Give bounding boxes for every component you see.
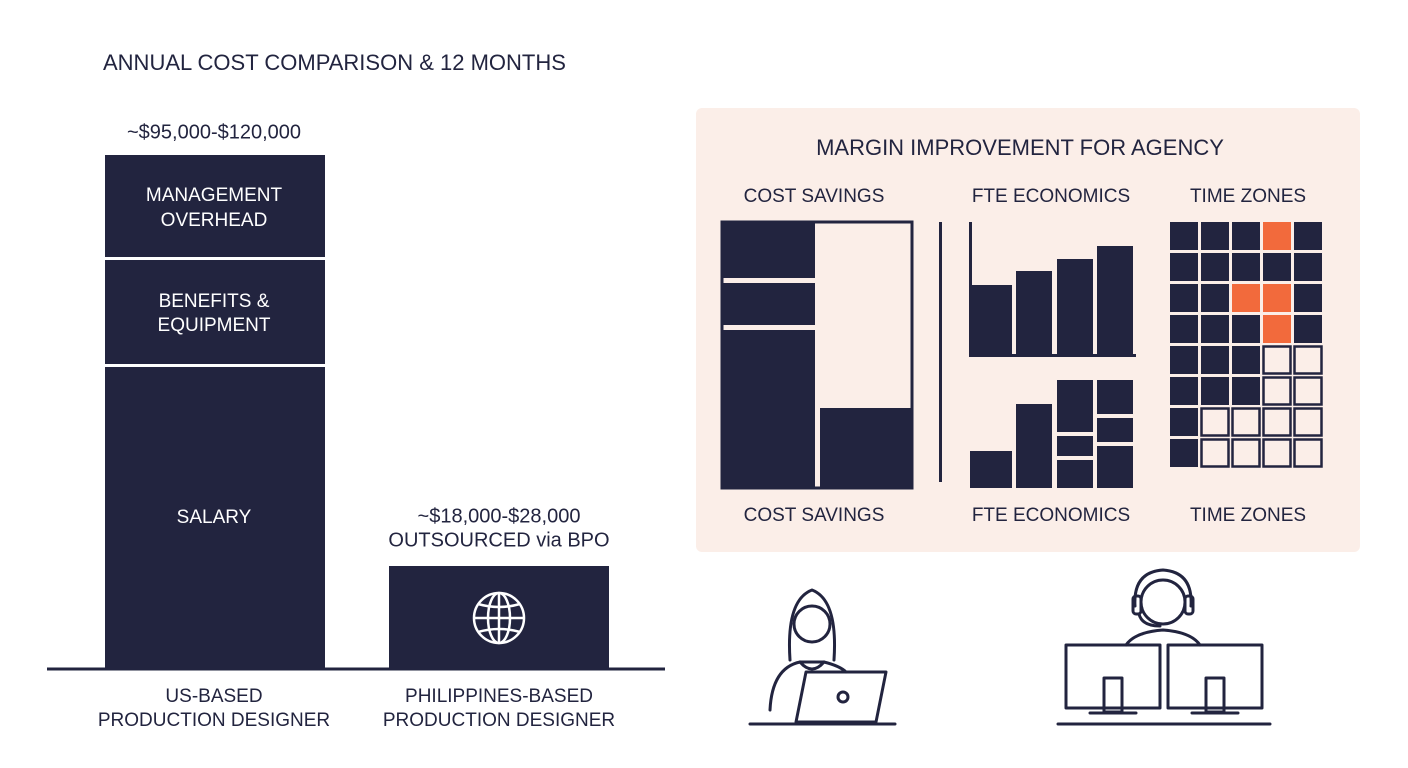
grid-cell bbox=[1170, 377, 1198, 405]
segment-label: BENEFITS & bbox=[159, 291, 270, 312]
globe-icon bbox=[472, 591, 526, 645]
panel-footer: FTE ECONOMICS bbox=[972, 505, 1130, 526]
grid-cell bbox=[1293, 345, 1323, 375]
value-label: ~$95,000-$120,000 bbox=[127, 121, 301, 143]
grid-cell bbox=[1294, 222, 1322, 250]
grid-cell bbox=[1293, 407, 1323, 437]
bar-segment bbox=[105, 367, 325, 669]
grid-cell bbox=[1263, 284, 1291, 312]
panel-title: MARGIN IMPROVEMENT FOR AGENCY bbox=[816, 135, 1224, 160]
category-label: US-BASED bbox=[165, 686, 262, 707]
panel-footer: COST SAVINGS bbox=[744, 505, 885, 526]
grid-cell bbox=[1232, 315, 1260, 343]
grid-cell bbox=[1201, 253, 1229, 281]
grid-cell bbox=[1294, 284, 1322, 312]
grid-cell bbox=[1170, 253, 1198, 281]
category-label: PHILIPPINES-BASED bbox=[405, 686, 593, 707]
grid-cell bbox=[1262, 407, 1292, 437]
grid-cell bbox=[1263, 315, 1291, 343]
person-laptop-icon bbox=[748, 588, 897, 726]
grid-cell bbox=[1262, 438, 1292, 468]
grid-cell bbox=[1201, 315, 1229, 343]
panel-heading: FTE ECONOMICS bbox=[972, 186, 1130, 207]
segment-label: EQUIPMENT bbox=[158, 315, 271, 336]
cost-savings-graphic bbox=[720, 220, 942, 490]
grid-cell bbox=[1170, 284, 1198, 312]
grid-cell bbox=[1232, 222, 1260, 250]
grid-cell bbox=[1262, 345, 1292, 375]
grid-cell bbox=[1232, 346, 1260, 374]
time-zones-graphic bbox=[1170, 222, 1323, 468]
grid-cell bbox=[1293, 376, 1323, 406]
value-label: ~$18,000-$28,000 bbox=[418, 505, 581, 527]
grid-cell bbox=[1201, 346, 1229, 374]
grid-cell bbox=[1231, 438, 1261, 468]
grid-cell bbox=[1294, 315, 1322, 343]
grid-cell bbox=[1201, 222, 1229, 250]
grid-cell bbox=[1293, 438, 1323, 468]
panel-heading: COST SAVINGS bbox=[744, 186, 885, 207]
category-label: PRODUCTION DESIGNER bbox=[383, 710, 615, 731]
panel-heading: TIME ZONES bbox=[1190, 186, 1306, 207]
segment-label: SALARY bbox=[177, 507, 252, 528]
grid-cell bbox=[1262, 376, 1292, 406]
grid-cell bbox=[1263, 253, 1291, 281]
fte-graphic bbox=[969, 222, 1136, 488]
bar-segment bbox=[105, 155, 325, 257]
segment-label: MANAGEMENT bbox=[146, 185, 283, 206]
grid-cell bbox=[1200, 407, 1230, 437]
grid-cell bbox=[1170, 439, 1198, 467]
grid-cell bbox=[1232, 284, 1260, 312]
grid-cell bbox=[1200, 438, 1230, 468]
grid-cell bbox=[1294, 253, 1322, 281]
grid-cell bbox=[1170, 315, 1198, 343]
grid-cell bbox=[1170, 222, 1198, 250]
category-label: PRODUCTION DESIGNER bbox=[98, 710, 330, 731]
grid-cell bbox=[1201, 377, 1229, 405]
panel-footer: TIME ZONES bbox=[1190, 505, 1306, 526]
title: ANNUAL COST COMPARISON & 12 MONTHS bbox=[103, 50, 566, 75]
segment-label: OVERHEAD bbox=[161, 210, 268, 231]
grid-cell bbox=[1201, 284, 1229, 312]
bar-segment bbox=[105, 260, 325, 364]
grid-cell bbox=[1231, 407, 1261, 437]
support-agent-icon bbox=[1056, 568, 1272, 726]
grid-cell bbox=[1232, 377, 1260, 405]
grid-cell bbox=[1170, 346, 1198, 374]
grid-cell bbox=[1232, 253, 1260, 281]
value-label: OUTSOURCED via BPO bbox=[388, 529, 609, 551]
grid-cell bbox=[1263, 222, 1291, 250]
grid-cell bbox=[1170, 408, 1198, 436]
